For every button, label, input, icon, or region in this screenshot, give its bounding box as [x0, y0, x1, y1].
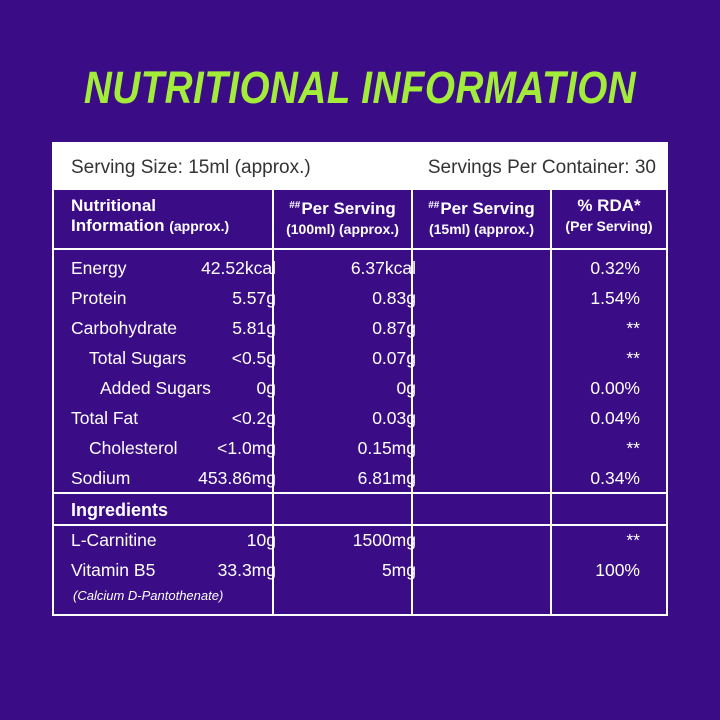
per100-value: 5.81g	[232, 318, 276, 338]
column-divider	[550, 190, 552, 614]
rda-value: **	[626, 318, 640, 338]
rda-value: 0.32%	[590, 258, 640, 278]
rda-value: 100%	[595, 560, 640, 580]
column-divider	[411, 190, 413, 614]
per15-value: 0.03g	[372, 408, 416, 428]
nutrient-name: Sodium	[71, 468, 131, 488]
per100-value: 42.52kcal	[201, 258, 276, 278]
nutrient-name: Protein	[71, 288, 127, 308]
serving-bar: Serving Size: 15ml (approx.) Servings Pe…	[54, 144, 666, 190]
rda-value: 1.54%	[590, 288, 640, 308]
rda-value: 0.34%	[590, 468, 640, 488]
per15-value: 0.83g	[372, 288, 416, 308]
rda-value: **	[626, 438, 640, 458]
per15-value: 0.87g	[372, 318, 416, 338]
header-per-serving-15ml: ##Per Serving (15ml) (approx.)	[428, 199, 535, 237]
nutrient-name: Carbohydrate	[71, 318, 178, 338]
per100-value: <0.2g	[231, 408, 276, 428]
servings-per-container: Servings Per Container: 30	[427, 157, 656, 178]
per100-value: 33.3mg	[217, 560, 276, 580]
rda-value: 0.00%	[590, 378, 640, 398]
per15-value: 0.15mg	[357, 438, 416, 458]
ingredient-name: Vitamin B5	[71, 560, 156, 580]
section-divider	[54, 492, 666, 494]
per100-value: 0g	[256, 378, 276, 398]
header-divider	[54, 248, 666, 250]
ingredient-name: L-Carnitine	[71, 530, 157, 550]
vitamin-note: (Calcium D-Pantothenate)	[73, 588, 224, 603]
per15-value: 1500mg	[352, 530, 416, 550]
per100-value: <1.0mg	[217, 438, 276, 458]
nutrient-name: Cholesterol	[89, 438, 178, 458]
nutrient-name: Energy	[71, 258, 127, 278]
per15-value: 0.07g	[372, 348, 416, 368]
per100-value: <0.5g	[231, 348, 276, 368]
nutrient-name: Total Fat	[71, 408, 139, 428]
per100-value: 453.86mg	[198, 468, 276, 488]
section-divider	[54, 524, 666, 526]
header-nutritional-information: Nutritional Information (approx.)	[71, 196, 230, 235]
rda-value: **	[626, 348, 640, 368]
per15-value: 0g	[396, 378, 416, 398]
per100-value: 5.57g	[232, 288, 276, 308]
nutrition-table: Serving Size: 15ml (approx.) Servings Pe…	[52, 142, 668, 616]
nutrient-name: Total Sugars	[89, 348, 187, 368]
rda-value: **	[626, 530, 640, 550]
nutrient-name: Added Sugars	[100, 378, 211, 398]
per15-value: 5mg	[381, 560, 416, 580]
page-title: NUTRITIONAL INFORMATION	[83, 62, 637, 113]
ingredients-heading: Ingredients	[71, 500, 169, 520]
column-divider	[272, 190, 274, 614]
per100-value: 10g	[246, 530, 276, 550]
header-per-serving-100ml: ##Per Serving (100ml) (approx.)	[286, 199, 399, 237]
header-rda: % RDA* (Per Serving)	[565, 196, 653, 234]
per15-value: 6.81mg	[357, 468, 416, 488]
rda-value: 0.04%	[590, 408, 640, 428]
serving-size: Serving Size: 15ml (approx.)	[71, 157, 311, 178]
per15-value: 6.37kcal	[350, 258, 416, 278]
